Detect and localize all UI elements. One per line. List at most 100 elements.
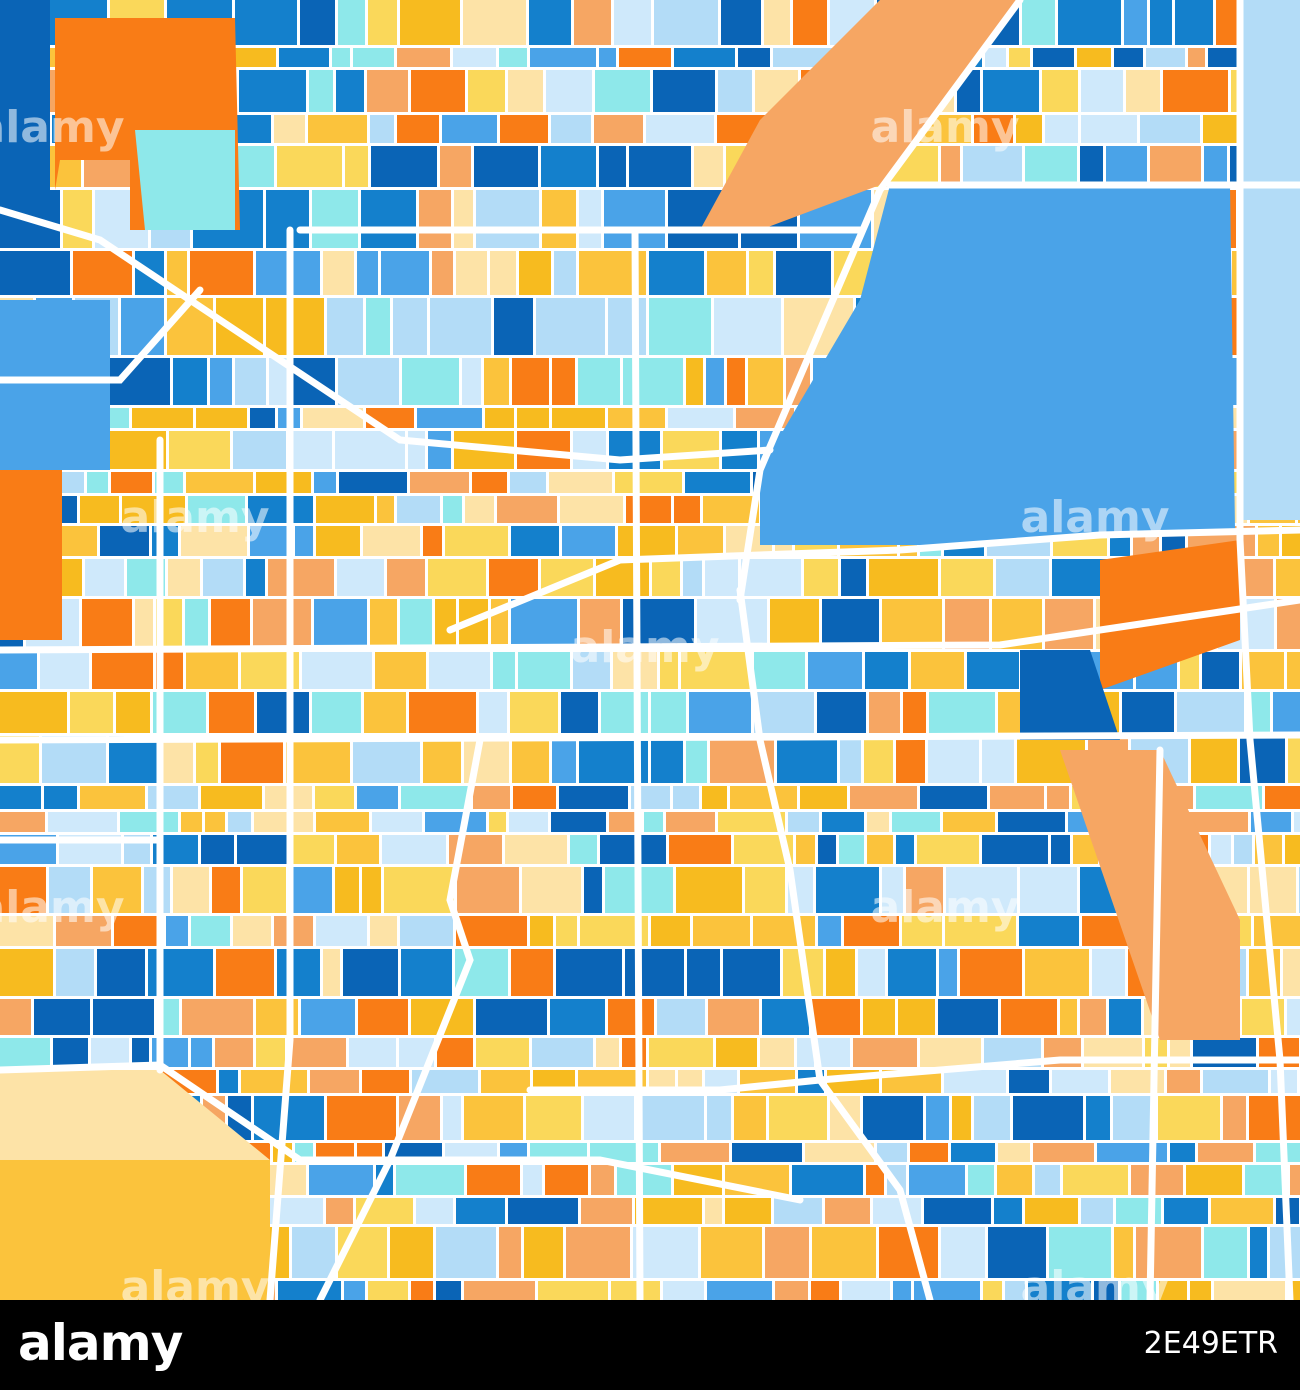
- block: [945, 916, 1016, 946]
- block: [666, 812, 715, 832]
- block: [310, 1070, 359, 1093]
- road: [0, 731, 1300, 744]
- block: [479, 692, 507, 733]
- block: [697, 599, 767, 649]
- block: [256, 472, 311, 493]
- block: [732, 1143, 802, 1162]
- block: [34, 999, 90, 1035]
- block: [412, 1070, 478, 1093]
- block: [609, 812, 641, 832]
- block: [343, 949, 398, 996]
- block: [649, 1038, 713, 1067]
- block: [382, 835, 446, 864]
- block: [1005, 1281, 1025, 1300]
- block: [1234, 835, 1252, 864]
- block: [1214, 1281, 1285, 1300]
- block: [42, 736, 106, 783]
- block: [601, 692, 648, 733]
- block: [135, 599, 153, 649]
- block: [988, 1227, 1046, 1278]
- region: [0, 1070, 270, 1160]
- block: [574, 0, 611, 45]
- block: [256, 1038, 285, 1067]
- block: [1106, 146, 1147, 187]
- block: [990, 786, 1044, 809]
- block: [578, 358, 620, 405]
- block: [266, 298, 324, 355]
- block: [839, 835, 864, 864]
- block: [689, 692, 751, 733]
- block: [186, 652, 238, 689]
- block: [888, 949, 936, 996]
- block: [372, 812, 422, 832]
- block: [584, 1096, 634, 1140]
- block: [877, 1143, 907, 1162]
- block: [219, 1070, 238, 1093]
- block: [93, 999, 154, 1035]
- block: [1033, 1143, 1094, 1162]
- block: [173, 358, 207, 405]
- block: [182, 999, 253, 1035]
- block: [375, 652, 426, 689]
- block: [952, 1096, 971, 1140]
- block: [1276, 559, 1300, 596]
- block: [274, 115, 305, 143]
- block: [462, 358, 481, 405]
- block: [493, 652, 515, 689]
- block: [903, 692, 926, 733]
- block: [708, 999, 759, 1035]
- block: [765, 1227, 809, 1278]
- block: [500, 115, 548, 143]
- block: [1126, 70, 1160, 112]
- block: [371, 146, 437, 187]
- block: [741, 559, 801, 596]
- block: [397, 115, 439, 143]
- block: [997, 1165, 1032, 1195]
- block: [173, 867, 209, 913]
- block: [109, 736, 160, 783]
- block: [1097, 1143, 1167, 1162]
- block: [618, 526, 675, 556]
- block: [205, 812, 225, 832]
- block: [850, 786, 917, 809]
- block: [526, 1096, 581, 1140]
- block: [623, 358, 683, 405]
- block: [312, 692, 361, 733]
- block: [1150, 146, 1201, 187]
- block: [917, 835, 979, 864]
- block: [776, 251, 831, 295]
- block: [250, 526, 292, 556]
- block: [826, 949, 855, 996]
- block: [748, 358, 783, 405]
- block: [1203, 1070, 1268, 1093]
- block: [185, 599, 208, 649]
- block: [573, 652, 610, 689]
- block: [1180, 652, 1199, 689]
- block: [674, 496, 700, 523]
- block: [254, 812, 313, 832]
- block: [725, 1198, 771, 1224]
- block: [542, 190, 576, 248]
- region: [0, 0, 50, 210]
- block: [250, 408, 275, 428]
- block: [416, 1198, 453, 1224]
- block: [396, 1165, 464, 1195]
- block: [316, 812, 369, 832]
- block: [707, 1096, 731, 1140]
- block: [397, 48, 450, 67]
- block: [300, 0, 335, 45]
- block: [738, 48, 770, 67]
- block: [114, 916, 163, 946]
- block: [425, 812, 486, 832]
- block: [614, 0, 651, 45]
- block: [556, 949, 622, 996]
- city-map: alamy alamy alamy alamy alamy alamy alamy alamy…: [0, 0, 1300, 1300]
- block: [1247, 692, 1270, 733]
- block: [286, 736, 350, 783]
- block: [749, 251, 773, 295]
- block: [400, 599, 432, 649]
- block: [430, 298, 491, 355]
- block: [211, 599, 250, 649]
- block: [87, 472, 108, 493]
- block: [411, 1281, 433, 1300]
